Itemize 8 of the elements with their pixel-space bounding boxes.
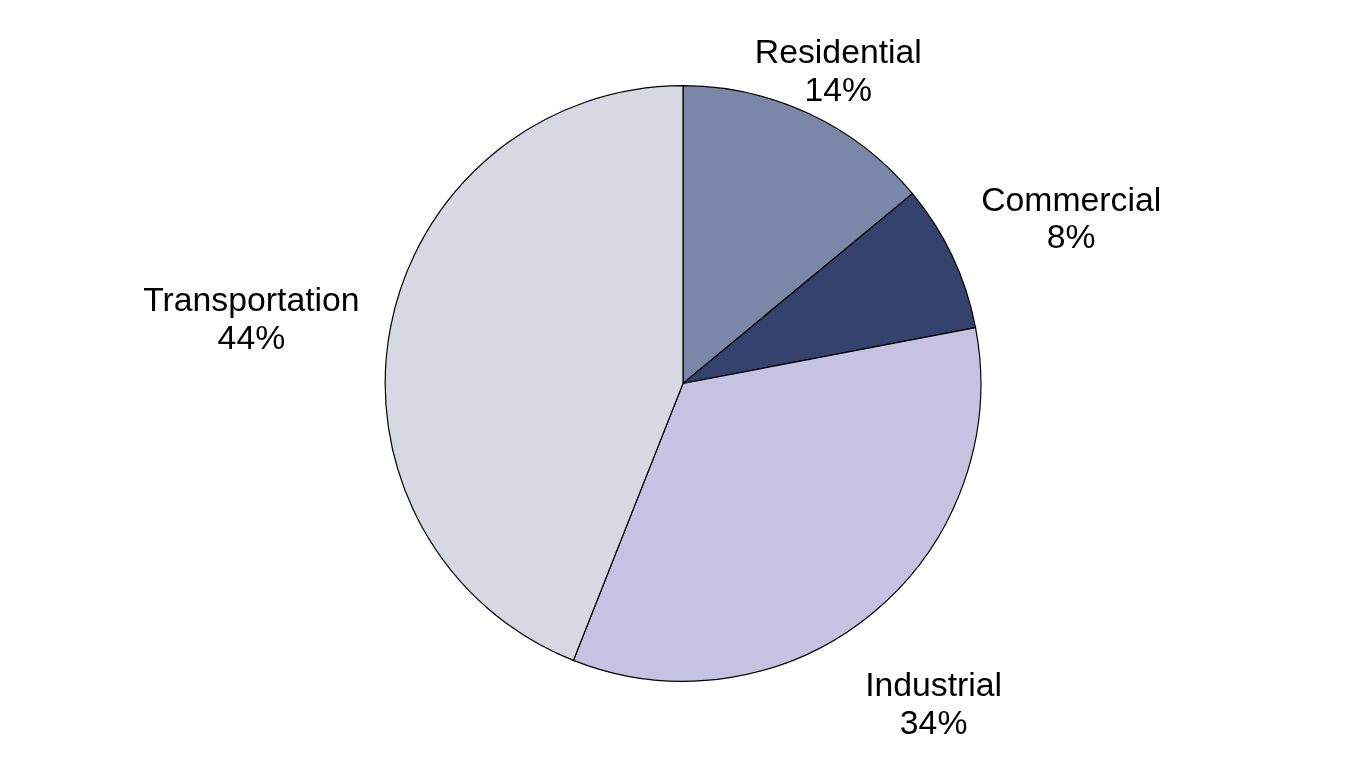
data-label: 8% — [1046, 217, 1096, 256]
slice-label: Transportation — [143, 280, 360, 319]
data-label: 14% — [804, 70, 873, 109]
data-label: 34% — [899, 703, 968, 742]
slice-label: Industrial — [865, 665, 1003, 704]
slice-label: Commercial — [981, 179, 1162, 218]
slice-label: Residential — [754, 32, 922, 71]
data-label: 44% — [217, 317, 286, 356]
